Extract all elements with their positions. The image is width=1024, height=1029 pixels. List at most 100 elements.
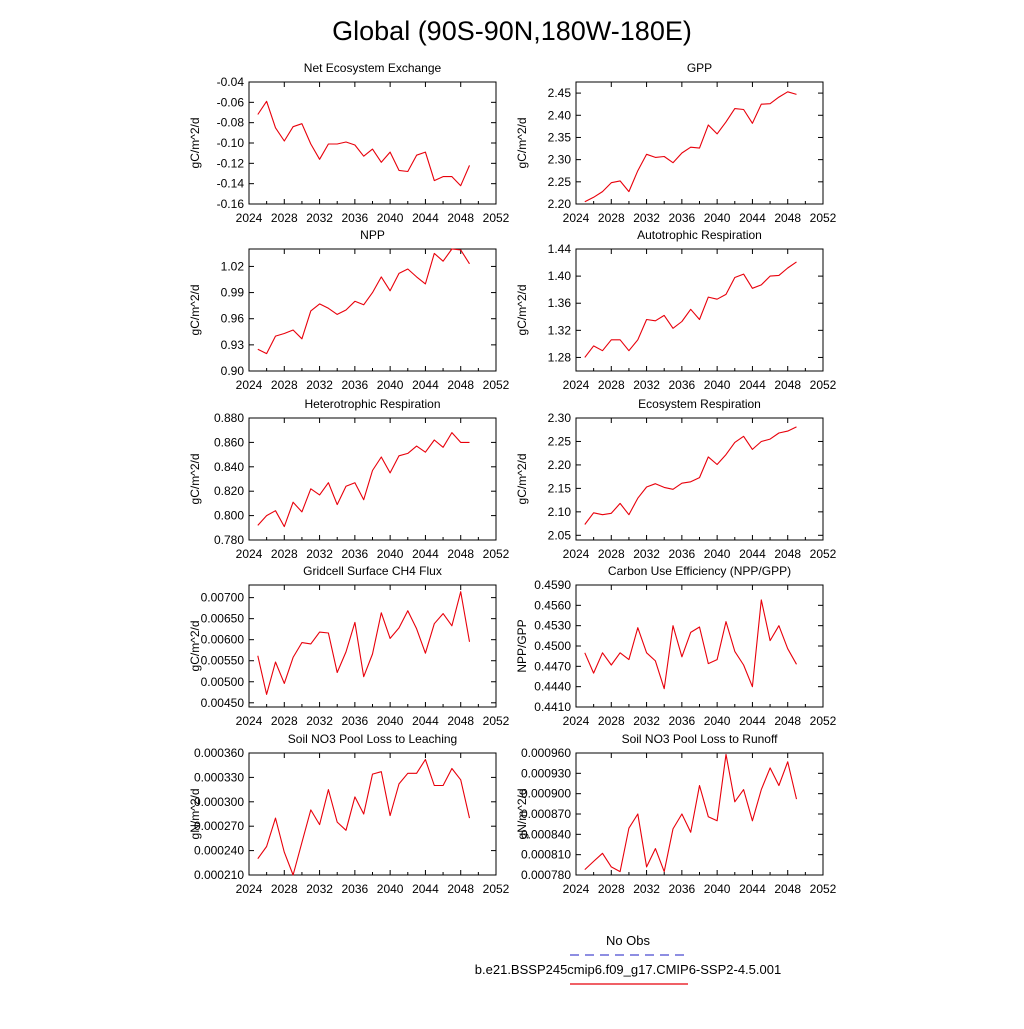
- y-axis-label: gC/m^2/d: [515, 454, 529, 505]
- x-tick-label: 2032: [306, 882, 333, 896]
- y-axis-label: gN/m^2/d: [188, 789, 202, 840]
- x-tick-label: 2036: [342, 211, 369, 225]
- panel-title: Carbon Use Efficiency (NPP/GPP): [608, 564, 791, 578]
- x-tick-label: 2028: [598, 211, 625, 225]
- y-tick-label: 2.35: [548, 130, 572, 144]
- y-tick-label: -0.12: [217, 156, 245, 170]
- plot-frame: [248, 584, 497, 708]
- y-tick-label: 0.780: [214, 533, 244, 547]
- y-tick-label: -0.14: [217, 177, 245, 191]
- x-tick-label: 2048: [774, 882, 801, 896]
- x-tick-label: 2024: [563, 714, 590, 728]
- y-axis-label: gC/m^2/d: [515, 285, 529, 336]
- y-tick-label: 0.000270: [194, 819, 244, 833]
- y-tick-label: 0.4440: [534, 680, 571, 694]
- x-tick-label: 2040: [704, 211, 731, 225]
- panel-heterotrophic-respiration: Heterotrophic Respiration 2024 2028 2032 203…: [188, 397, 510, 561]
- x-tick-label: 2024: [563, 547, 590, 561]
- x-tick-label: 2036: [342, 547, 369, 561]
- panel-gpp: GPP 2024 2028 2032 2036 2040 2044 2048 2052 2.20 2…: [515, 61, 837, 225]
- y-tick-label: 0.820: [214, 484, 244, 498]
- panel-ecosystem-respiration: Ecosystem Respiration 2024 2028 2032 2036 204…: [515, 397, 837, 561]
- y-tick-label: 2.40: [548, 108, 572, 122]
- y-tick-label: 0.4530: [534, 619, 571, 633]
- y-tick-label: 0.00500: [201, 675, 245, 689]
- panel-title: Autotrophic Respiration: [637, 228, 762, 242]
- x-tick-label: 2052: [483, 882, 510, 896]
- y-tick-label: 0.000330: [194, 770, 244, 784]
- y-tick-label: 2.05: [548, 528, 572, 542]
- y-tick-label: 0.000930: [521, 766, 571, 780]
- x-tick-label: 2028: [271, 378, 298, 392]
- x-tick-label: 2048: [447, 547, 474, 561]
- legend: No Obs b.e21.BSSP245cmip6.f09_g17.CMIP6-…: [475, 933, 781, 985]
- y-axis-label: gC/m^2/d: [188, 118, 202, 169]
- x-tick-label: 2032: [633, 714, 660, 728]
- y-tick-label: 0.4590: [534, 578, 571, 592]
- y-tick-label: -0.16: [217, 197, 245, 211]
- x-tick-label: 2036: [669, 714, 696, 728]
- y-tick-label: 2.30: [548, 411, 572, 425]
- panel-title: GPP: [687, 61, 712, 75]
- y-tick-label: 2.25: [548, 434, 572, 448]
- x-tick-label: 2024: [236, 547, 263, 561]
- x-tick-label: 2048: [774, 378, 801, 392]
- x-tick-label: 2040: [377, 547, 404, 561]
- x-tick-label: 2052: [483, 378, 510, 392]
- y-tick-label: 0.000210: [194, 868, 244, 882]
- panel-soil-no3-pool-loss-to-leaching: Soil NO3 Pool Loss to Leaching 2024 2028 20…: [188, 732, 510, 896]
- series-line-autotrophic-respiration: [584, 261, 797, 358]
- x-tick-label: 2024: [563, 211, 590, 225]
- y-axis-label: gC/m^2/d: [188, 454, 202, 505]
- series-line-net-ecosystem-exchange: [257, 100, 471, 187]
- y-tick-label: 1.36: [548, 296, 572, 310]
- y-tick-label: 0.4410: [534, 700, 571, 714]
- x-tick-label: 2052: [810, 378, 837, 392]
- y-tick-label: 0.96: [221, 312, 245, 326]
- y-axis-label: gN/m^2/d: [515, 789, 529, 840]
- x-tick-label: 2028: [598, 378, 625, 392]
- x-tick-label: 2040: [377, 882, 404, 896]
- x-tick-label: 2028: [598, 882, 625, 896]
- plot-frame: [248, 248, 497, 372]
- x-tick-label: 2028: [598, 547, 625, 561]
- y-tick-label: 1.02: [221, 259, 245, 273]
- x-tick-label: 2028: [271, 547, 298, 561]
- y-tick-label: 0.000810: [521, 848, 571, 862]
- x-tick-label: 2040: [377, 378, 404, 392]
- x-tick-label: 2040: [704, 547, 731, 561]
- x-tick-label: 2044: [412, 714, 439, 728]
- x-tick-label: 2032: [633, 378, 660, 392]
- y-axis-label: gC/m^2/d: [188, 285, 202, 336]
- y-axis-label: gC/m^2/d: [515, 118, 529, 169]
- x-tick-label: 2052: [483, 211, 510, 225]
- y-tick-label: 1.44: [548, 242, 572, 256]
- panel-title: Heterotrophic Respiration: [304, 397, 440, 411]
- x-tick-label: 2048: [774, 714, 801, 728]
- x-tick-label: 2052: [810, 714, 837, 728]
- panel-net-ecosystem-exchange: Net Ecosystem Exchange 2024 2028 2032 2036 20…: [188, 61, 510, 225]
- y-tick-label: 2.15: [548, 481, 572, 495]
- y-tick-label: 1.32: [548, 323, 572, 337]
- x-tick-label: 2044: [412, 211, 439, 225]
- y-tick-label: 0.000900: [521, 787, 571, 801]
- panel-title: Soil NO3 Pool Loss to Leaching: [288, 732, 457, 746]
- y-tick-label: 0.000960: [521, 746, 571, 760]
- panel-soil-no3-pool-loss-to-runoff: Soil NO3 Pool Loss to Runoff 2024 2028 2032…: [515, 732, 837, 896]
- y-tick-label: 2.45: [548, 86, 572, 100]
- x-tick-label: 2036: [342, 882, 369, 896]
- x-tick-label: 2024: [236, 714, 263, 728]
- x-tick-label: 2040: [704, 714, 731, 728]
- panel-title: Ecosystem Respiration: [638, 397, 761, 411]
- figure-title: Global (90S-90N,180W-180E): [332, 16, 692, 46]
- y-tick-label: 0.93: [221, 338, 245, 352]
- y-tick-label: 0.000240: [194, 844, 244, 858]
- x-tick-label: 2036: [669, 547, 696, 561]
- y-tick-label: 0.00450: [201, 696, 245, 710]
- legend-label-model-run: b.e21.BSSP245cmip6.f09_g17.CMIP6-SSP2-4.…: [475, 962, 781, 977]
- series-line-carbon-use-efficiency-npp-gpp: [584, 599, 797, 690]
- y-tick-label: 0.4470: [534, 659, 571, 673]
- x-tick-label: 2044: [412, 547, 439, 561]
- x-tick-label: 2040: [704, 882, 731, 896]
